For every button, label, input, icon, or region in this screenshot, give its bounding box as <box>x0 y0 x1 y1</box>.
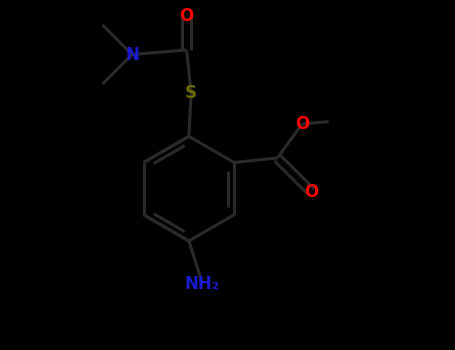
Text: NH₂: NH₂ <box>185 275 220 293</box>
Text: O: O <box>295 115 309 133</box>
Text: N: N <box>125 46 139 64</box>
Text: S: S <box>185 84 197 102</box>
Text: O: O <box>179 7 194 25</box>
Text: O: O <box>304 183 318 201</box>
